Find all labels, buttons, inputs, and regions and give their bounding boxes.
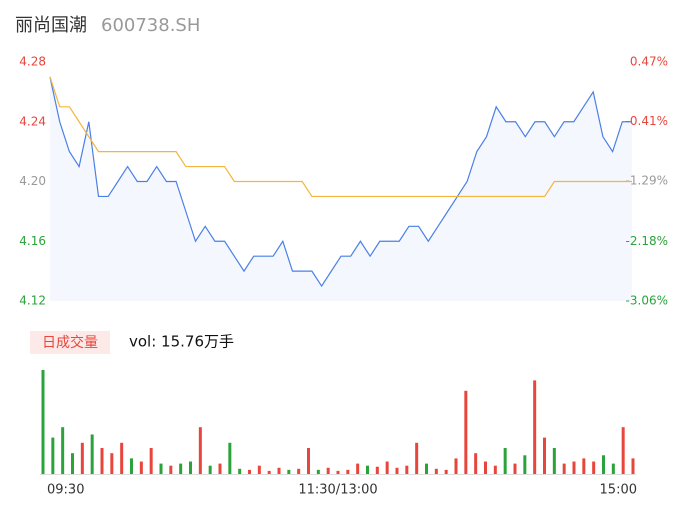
y2-tick-label: -3.06% (626, 294, 668, 308)
x-tick-label: 15:00 (600, 483, 637, 498)
volume-bar (71, 453, 74, 474)
x-tick-label: 09:30 (47, 483, 84, 498)
volume-bar (80, 442, 84, 474)
volume-bar (51, 437, 55, 474)
volume-bar (375, 466, 379, 474)
volume-bar (366, 465, 369, 474)
y2-tick-label: 0.47% (630, 55, 668, 69)
volume-bar (621, 427, 625, 474)
volume-bar (139, 461, 143, 474)
volume-bar (228, 442, 232, 474)
volume-bar (503, 448, 507, 474)
volume-bar (257, 465, 261, 474)
volume-bar (484, 461, 487, 474)
volume-bar (61, 427, 65, 474)
volume-bar (405, 465, 409, 474)
volume-bar (592, 461, 596, 474)
stock-name: 丽尚国潮 (15, 15, 87, 36)
volume-bar (356, 463, 360, 474)
volume-bar (297, 468, 301, 474)
y-tick-label: 4.28 (19, 55, 46, 69)
volume-bar (316, 469, 320, 474)
volume-bar (307, 448, 310, 474)
volume-bar (346, 469, 350, 474)
volume-bar (179, 463, 183, 474)
volume-bar (326, 467, 330, 474)
volume-bar (552, 448, 556, 474)
volume-bar (454, 458, 458, 474)
volume-bar (513, 463, 517, 474)
y2-tick-label: -1.29% (626, 174, 668, 188)
legend-box (30, 331, 110, 354)
volume-bar (385, 461, 389, 474)
x-tick-label: 11:30/13:00 (298, 483, 377, 498)
volume-bar (572, 461, 576, 474)
volume-bar (169, 465, 173, 474)
volume-annotation: vol: 15.76万手 (129, 333, 234, 351)
volume-bar (493, 465, 497, 474)
volume-bar (415, 442, 419, 474)
volume-bar (543, 437, 546, 474)
volume-bar (41, 370, 45, 474)
volume-bar (100, 448, 104, 474)
price-line (49, 76, 632, 288)
volume-bar (267, 470, 271, 474)
price-line (49, 76, 632, 198)
volume-bar (602, 455, 605, 474)
volume-bar (434, 468, 438, 474)
stock-code: 600738.SH (101, 15, 200, 36)
y2-tick-label: -0.41% (626, 114, 668, 128)
volume-bar (248, 469, 251, 474)
y-tick-label: 4.12 (19, 294, 46, 308)
volume-bar (110, 453, 114, 474)
volume-bar (474, 453, 478, 474)
area-fill (50, 76, 632, 301)
volume-bar (238, 468, 242, 474)
volume-bar (149, 448, 153, 474)
volume-bar (336, 470, 340, 474)
volume-bar (533, 380, 537, 474)
volume-bar (631, 458, 635, 474)
volume-bar (287, 469, 291, 474)
volume-bar (218, 463, 222, 474)
volume-bar (189, 461, 192, 474)
y-tick-label: 4.20 (19, 174, 46, 188)
y-tick-label: 4.16 (19, 234, 46, 248)
y2-tick-label: -2.18% (626, 234, 668, 248)
volume-bar (277, 467, 281, 474)
volume-bar (523, 455, 527, 474)
volume-bar (90, 434, 94, 474)
legend-label: 日成交量 (42, 334, 98, 351)
volume-bar (444, 469, 448, 474)
volume-bar (159, 463, 163, 474)
volume-bar (562, 463, 566, 474)
volume-bar (425, 463, 428, 474)
volume-bar (208, 465, 212, 474)
volume-bar (395, 467, 399, 474)
volume-bar (582, 458, 586, 474)
volume-bar (198, 427, 202, 474)
volume-bar (120, 442, 124, 474)
volume-bar (130, 458, 133, 474)
volume-bar (611, 463, 615, 474)
volume-bar (464, 390, 468, 474)
y-tick-label: 4.24 (19, 114, 46, 128)
